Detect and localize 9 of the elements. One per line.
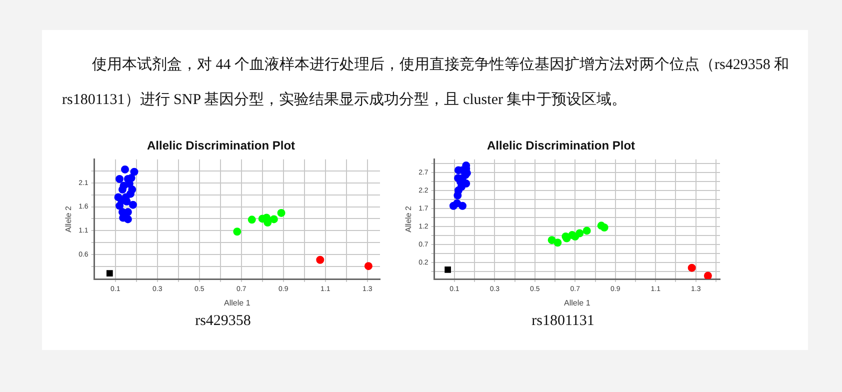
y-axis-title: Allele 2 (64, 206, 74, 232)
chart-title: Allelic Discrimination Plot (146, 138, 296, 153)
x-axis-title: Allele 1 (564, 298, 591, 308)
text: rs1801131 (530, 313, 596, 330)
y-axis-title: Allele 2 (404, 206, 414, 232)
text: 使用本试剂盒，对 44 个血液样本进行处理后，使用直接竞争性等位基因扩增方法对两个位点（rs429358 和 rs1801131）进行 SNP 基因分型，实验结果显示成功分型，且 cluster 集中于预设区域。 (62, 57, 790, 108)
chart-title: Allelic Discrimination Plot (486, 138, 636, 153)
x-axis-title: Allele 1 (224, 298, 251, 308)
text: rs429358 (194, 313, 252, 330)
